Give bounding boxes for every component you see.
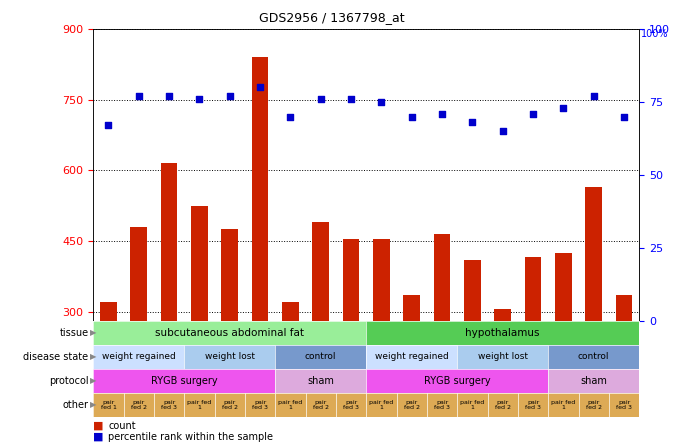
- Bar: [555, 253, 571, 444]
- Text: control: control: [305, 353, 337, 361]
- Point: [498, 127, 509, 135]
- Text: weight regained: weight regained: [375, 353, 448, 361]
- Bar: [585, 187, 602, 444]
- Bar: [404, 295, 420, 444]
- Text: pair fed
1: pair fed 1: [460, 400, 484, 410]
- Bar: [373, 238, 390, 444]
- Text: other: other: [62, 400, 88, 410]
- Bar: [616, 295, 632, 444]
- Text: protocol: protocol: [49, 376, 88, 386]
- Text: pair fed
1: pair fed 1: [187, 400, 211, 410]
- Bar: [161, 163, 178, 444]
- Text: sham: sham: [580, 376, 607, 386]
- Text: pair fed
1: pair fed 1: [551, 400, 576, 410]
- Bar: [343, 238, 359, 444]
- Text: pair
fed 3: pair fed 3: [525, 400, 541, 410]
- Text: ▶: ▶: [90, 353, 96, 361]
- Text: tissue: tissue: [59, 328, 88, 338]
- Text: pair
fed 2: pair fed 2: [222, 400, 238, 410]
- Text: pair
fed 2: pair fed 2: [586, 400, 602, 410]
- Point: [437, 110, 448, 117]
- Point: [164, 92, 175, 99]
- Text: pair fed
1: pair fed 1: [369, 400, 393, 410]
- Text: pair
fed 3: pair fed 3: [252, 400, 268, 410]
- Point: [194, 95, 205, 103]
- Point: [254, 84, 265, 91]
- Text: hypothalamus: hypothalamus: [466, 328, 540, 338]
- Point: [376, 99, 387, 106]
- Point: [315, 95, 326, 103]
- Text: pair
fed 3: pair fed 3: [616, 400, 632, 410]
- Text: weight regained: weight regained: [102, 353, 176, 361]
- Text: pair
fed 2: pair fed 2: [404, 400, 419, 410]
- Text: disease state: disease state: [23, 352, 88, 362]
- Text: RYGB surgery: RYGB surgery: [151, 376, 218, 386]
- Text: ■: ■: [93, 420, 104, 431]
- Point: [133, 92, 144, 99]
- Point: [224, 92, 235, 99]
- Text: RYGB surgery: RYGB surgery: [424, 376, 491, 386]
- Bar: [312, 222, 329, 444]
- Text: percentile rank within the sample: percentile rank within the sample: [108, 432, 274, 442]
- Bar: [524, 258, 541, 444]
- Text: pair
fed 3: pair fed 3: [343, 400, 359, 410]
- Bar: [131, 227, 147, 444]
- Bar: [191, 206, 208, 444]
- Point: [406, 113, 417, 120]
- Text: ■: ■: [93, 432, 104, 442]
- Text: 100%: 100%: [641, 29, 669, 39]
- Bar: [434, 234, 451, 444]
- Text: pair
fed 2: pair fed 2: [313, 400, 329, 410]
- Point: [558, 104, 569, 111]
- Bar: [494, 309, 511, 444]
- Bar: [464, 260, 481, 444]
- Bar: [100, 302, 117, 444]
- Text: subcutaneous abdominal fat: subcutaneous abdominal fat: [155, 328, 304, 338]
- Text: control: control: [578, 353, 609, 361]
- Bar: [221, 229, 238, 444]
- Text: ▶: ▶: [90, 377, 96, 385]
- Text: pair
fed 2: pair fed 2: [131, 400, 146, 410]
- Text: GDS2956 / 1367798_at: GDS2956 / 1367798_at: [259, 12, 404, 24]
- Text: sham: sham: [307, 376, 334, 386]
- Point: [588, 92, 599, 99]
- Point: [103, 122, 114, 129]
- Point: [527, 110, 538, 117]
- Text: pair
fed 3: pair fed 3: [434, 400, 450, 410]
- Point: [618, 113, 630, 120]
- Text: pair
fed 1: pair fed 1: [100, 400, 116, 410]
- Point: [467, 119, 478, 126]
- Point: [285, 113, 296, 120]
- Text: weight lost: weight lost: [205, 353, 255, 361]
- Text: count: count: [108, 420, 136, 431]
- Text: ▶: ▶: [90, 400, 96, 409]
- Text: weight lost: weight lost: [477, 353, 528, 361]
- Bar: [282, 302, 299, 444]
- Point: [346, 95, 357, 103]
- Text: pair fed
1: pair fed 1: [278, 400, 303, 410]
- Text: pair
fed 2: pair fed 2: [495, 400, 511, 410]
- Text: ▶: ▶: [90, 329, 96, 337]
- Text: pair
fed 3: pair fed 3: [161, 400, 177, 410]
- Bar: [252, 57, 268, 444]
